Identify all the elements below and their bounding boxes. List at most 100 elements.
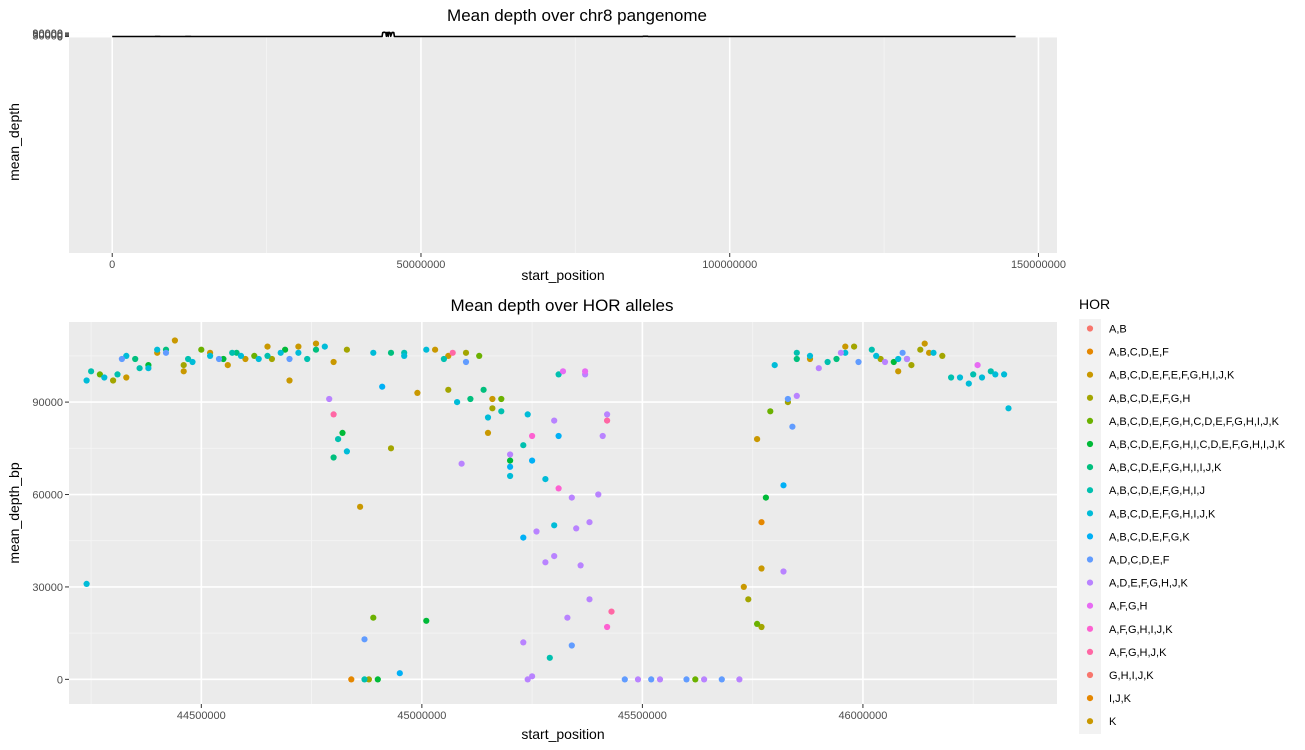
data-point [171,337,178,344]
data-point [242,355,249,363]
data-point [295,349,302,356]
data-point [718,676,725,683]
data-point [118,355,125,363]
data-point [740,583,747,591]
data-point [237,352,245,359]
data-point [939,352,946,359]
data-point [555,371,562,378]
data-point [806,352,814,359]
data-point [634,676,642,683]
data-point [123,374,130,381]
data-point [873,352,880,359]
legend-key [1086,348,1094,355]
data-point [793,355,800,363]
legend-label: A,B,C,D,E,F,G,H,I,J,K [1109,508,1216,520]
legend-label: A,B,C,D,E,F,G,H,I,I,J,K [1109,462,1222,474]
y-tick-label: 60000 [32,490,63,502]
x-tick-label: 45500000 [618,710,667,722]
data-point [568,494,575,501]
data-point [895,368,902,375]
data-point [542,559,549,566]
data-point [978,374,986,381]
data-point [498,395,505,403]
data-point [462,358,470,366]
data-point [524,411,531,418]
data-point [423,346,430,353]
legend-key-background [1079,319,1101,734]
data-point [789,423,796,430]
top-line-series [112,31,1016,38]
legend-label: G,H,I,J,K [1109,670,1154,682]
data-point [304,355,311,363]
legend-label: K [1109,716,1117,728]
top-panel: Mean depth over chr8 pangenome 030000600… [6,6,1066,283]
data-point [793,349,800,356]
data-point [824,358,831,366]
top-x-axis: 0 50000000 100000000 150000000 [109,253,1066,271]
data-point [286,377,293,384]
legend-label: A,D,E,F,G,H,J,K [1109,578,1189,590]
data-point [476,352,483,359]
data-point [123,352,130,359]
data-point [555,485,562,492]
data-point [771,362,778,369]
data-point [551,553,558,560]
legend-label: A,B,C,D,E,F,G,H,I,C,D,E,F,G,H,I,J,K [1109,439,1286,451]
data-point [88,368,95,375]
data-point [970,371,977,378]
data-point [361,676,368,683]
data-point [529,673,536,680]
data-point [295,343,302,350]
data-point [414,389,421,396]
legend-label: A,B,C,D,E,F,G,H,C,D,E,F,G,H,I,J,K [1109,416,1280,428]
data-point [96,371,103,378]
data-point [1005,405,1012,412]
data-point [343,448,350,455]
data-point [586,519,593,526]
legend-label: A,B,C,D,E,F [1109,347,1169,359]
data-point [233,349,240,356]
data-point [573,525,580,532]
data-point [851,343,858,350]
data-point [762,494,770,501]
legend-key [1086,394,1094,401]
data-point [264,352,271,359]
legend-key [1086,556,1094,563]
data-point [692,676,699,683]
data-point [745,596,752,603]
data-point [524,676,531,683]
data-point [264,343,271,350]
legend-key [1086,533,1094,540]
data-point [780,568,787,575]
data-point [599,432,606,440]
bottom-y-axis: 0 30000 60000 90000 [32,397,69,686]
data-point [180,362,187,369]
data-point [1001,371,1008,378]
data-point [604,411,611,418]
data-point [215,355,223,363]
data-point [895,355,902,363]
data-point [648,676,655,683]
legend-key [1086,325,1094,332]
legend-key [1086,579,1094,586]
data-point [546,654,553,661]
data-point [136,365,143,372]
data-point [114,371,121,378]
legend-key [1086,648,1094,656]
data-point [520,442,527,449]
data-point [568,642,575,649]
x-tick-label: 100000000 [702,259,757,271]
legend-items: A,B A,B,C,D,E,F A,B,C,D,E,F,E,F,G,H,I,J,K A… [1086,324,1286,728]
x-tick-label: 44500000 [177,710,226,722]
data-point [185,355,192,363]
data-point [484,414,492,421]
data-point [387,349,395,356]
data-point [921,340,928,347]
data-point [987,368,994,375]
legend-label: I,J,K [1109,693,1132,705]
data-point [387,445,395,452]
data-point [974,362,981,369]
data-point [992,371,999,378]
data-point [507,451,514,458]
data-point [330,411,337,418]
